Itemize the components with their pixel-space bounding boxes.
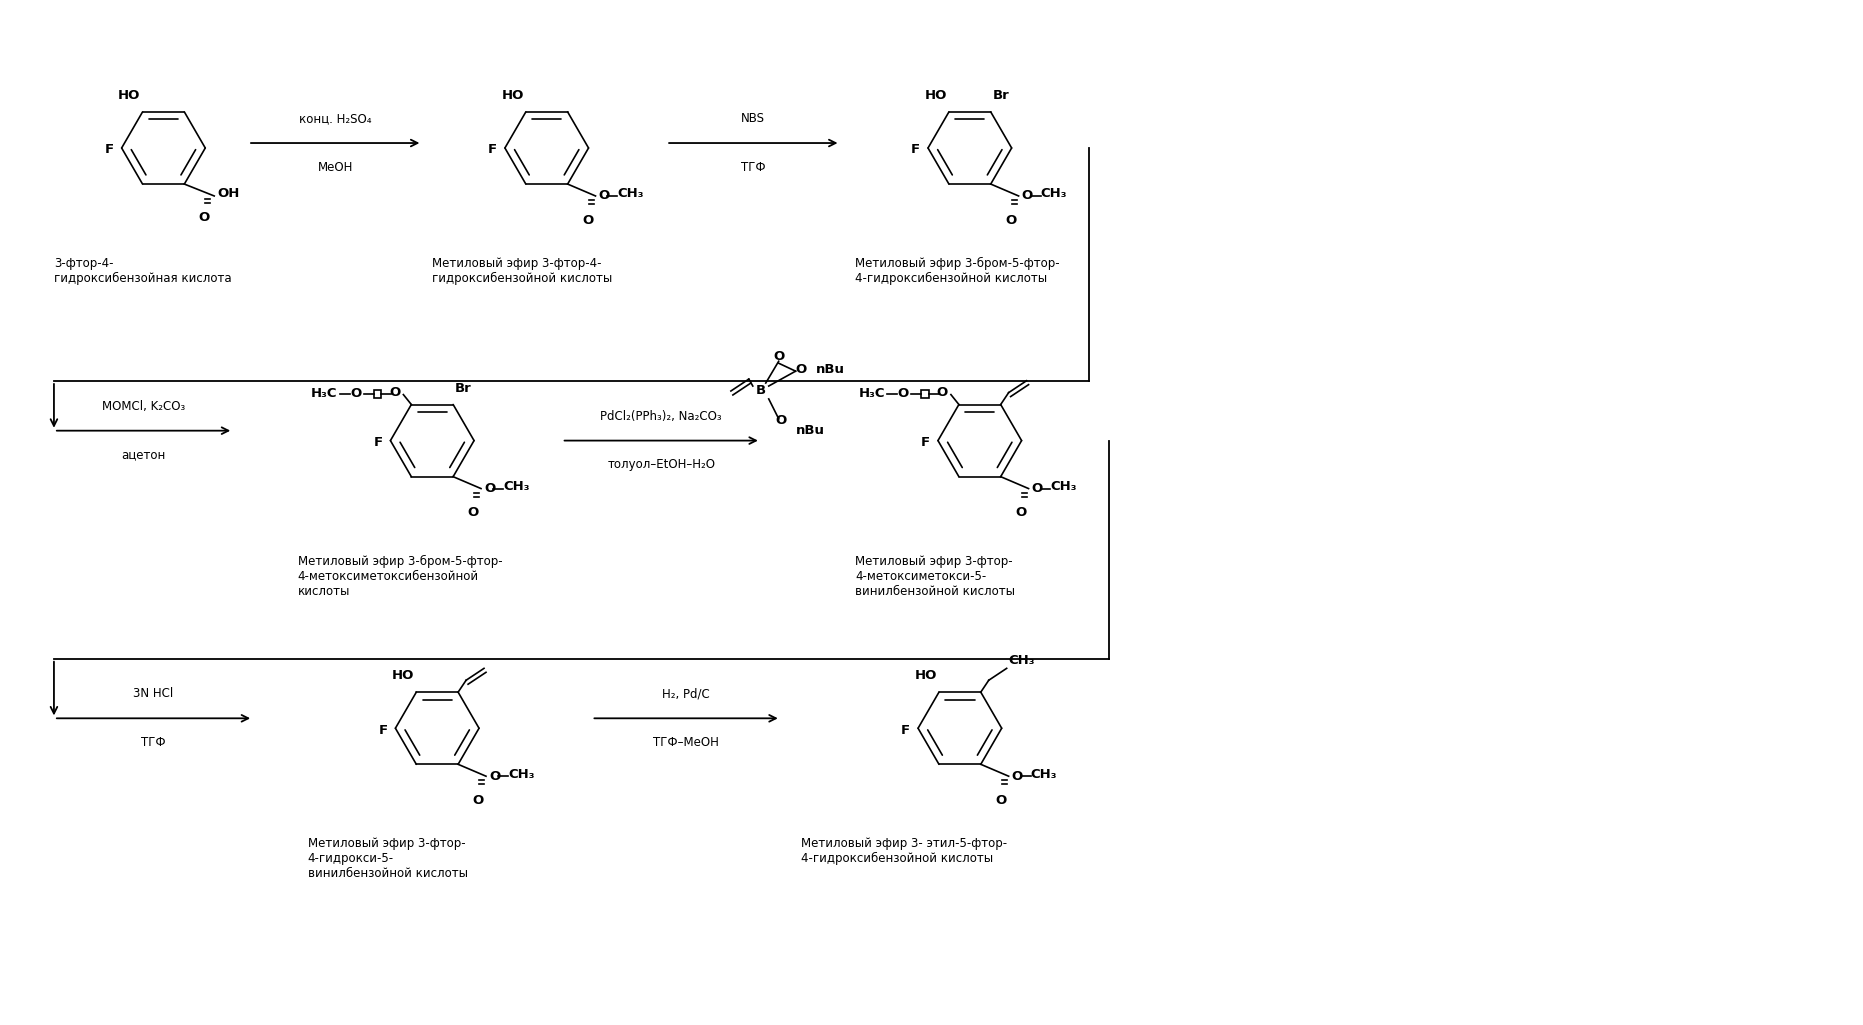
- Text: O: O: [796, 363, 807, 376]
- Text: O: O: [389, 386, 401, 399]
- Text: Метиловый эфир 3-бром-5-фтор-
4-метоксиметоксибензойной
кислоты: Метиловый эфир 3-бром-5-фтор- 4-метоксим…: [298, 555, 503, 598]
- Bar: [373, 390, 382, 398]
- Text: Метиловый эфир 3-фтор-4-
гидроксибензойной кислоты: Метиловый эфир 3-фтор-4- гидроксибензойн…: [432, 257, 613, 285]
- Text: PdCl₂(PPh₃)₂, Na₂CO₃: PdCl₂(PPh₃)₂, Na₂CO₃: [600, 410, 723, 422]
- Text: O: O: [488, 770, 501, 783]
- Text: H₃C: H₃C: [859, 387, 885, 400]
- Text: HO: HO: [117, 89, 140, 103]
- Text: Метиловый эфир 3-фтор-
4-метоксиметокси-5-
винилбензойной кислоты: Метиловый эфир 3-фтор- 4-метоксиметокси-…: [855, 555, 1015, 598]
- Text: O: O: [773, 350, 784, 363]
- Text: O: O: [1004, 214, 1017, 227]
- Bar: [920, 390, 930, 398]
- Text: Метиловый эфир 3- этил-5-фтор-
4-гидроксибензойной кислоты: Метиловый эфир 3- этил-5-фтор- 4-гидрокс…: [801, 837, 1006, 865]
- Text: B: B: [756, 384, 766, 398]
- Text: O: O: [937, 386, 948, 399]
- Text: MOMCl, K₂CO₃: MOMCl, K₂CO₃: [102, 400, 184, 413]
- Text: F: F: [920, 436, 930, 449]
- Text: HO: HO: [501, 89, 524, 103]
- Text: CH₃: CH₃: [1008, 654, 1036, 667]
- Text: HO: HO: [924, 89, 946, 103]
- Text: O: O: [898, 387, 909, 400]
- Text: MeOH: MeOH: [317, 161, 352, 174]
- Text: Br: Br: [993, 89, 1010, 103]
- Text: ТГФ: ТГФ: [741, 161, 766, 174]
- Text: nBu: nBu: [796, 424, 825, 438]
- Text: CH₃: CH₃: [617, 188, 645, 201]
- Text: CH₃: CH₃: [503, 480, 529, 493]
- Text: F: F: [488, 144, 497, 157]
- Text: O: O: [1015, 506, 1027, 520]
- Text: 3-фтор-4-
гидроксибензойная кислота: 3-фтор-4- гидроксибензойная кислота: [54, 257, 231, 285]
- Text: толуол–EtOH–H₂O: толуол–EtOH–H₂O: [607, 458, 715, 472]
- Text: Метиловый эфир 3-фтор-
4-гидрокси-5-
винилбензойной кислоты: Метиловый эфир 3-фтор- 4-гидрокси-5- вин…: [307, 837, 468, 880]
- Text: O: O: [1012, 770, 1023, 783]
- Text: CH₃: CH₃: [1041, 188, 1067, 201]
- Text: Метиловый эфир 3-бром-5-фтор-
4-гидроксибензойной кислоты: Метиловый эфир 3-бром-5-фтор- 4-гидрокси…: [855, 257, 1060, 285]
- Text: O: O: [199, 211, 211, 223]
- Text: Br: Br: [455, 381, 471, 395]
- Text: F: F: [104, 144, 114, 157]
- Text: HO: HO: [391, 669, 414, 683]
- Text: nBu: nBu: [816, 363, 844, 376]
- Text: ТГФ: ТГФ: [142, 736, 166, 749]
- Text: ацетон: ацетон: [121, 449, 166, 461]
- Text: O: O: [350, 387, 361, 400]
- Text: H₂, Pd/C: H₂, Pd/C: [661, 688, 710, 700]
- Text: F: F: [911, 144, 920, 157]
- Text: CH₃: CH₃: [1030, 768, 1056, 781]
- Text: HO: HO: [915, 669, 937, 683]
- Text: ТГФ–MeOH: ТГФ–MeOH: [654, 736, 719, 749]
- Text: O: O: [1021, 190, 1032, 203]
- Text: O: O: [598, 190, 609, 203]
- Text: O: O: [473, 794, 484, 807]
- Text: O: O: [484, 482, 496, 495]
- Text: 3N HCl: 3N HCl: [134, 688, 173, 700]
- Text: O: O: [581, 214, 592, 227]
- Text: OH: OH: [218, 188, 240, 201]
- Text: NBS: NBS: [741, 112, 766, 125]
- Text: конц. H₂SO₄: конц. H₂SO₄: [298, 112, 371, 125]
- Text: F: F: [378, 724, 388, 737]
- Text: CH₃: CH₃: [1051, 480, 1077, 493]
- Text: O: O: [995, 794, 1006, 807]
- Text: H₃C: H₃C: [311, 387, 337, 400]
- Text: F: F: [902, 724, 911, 737]
- Text: O: O: [1032, 482, 1043, 495]
- Text: F: F: [373, 436, 382, 449]
- Text: O: O: [775, 414, 786, 427]
- Text: O: O: [468, 506, 479, 520]
- Text: CH₃: CH₃: [509, 768, 535, 781]
